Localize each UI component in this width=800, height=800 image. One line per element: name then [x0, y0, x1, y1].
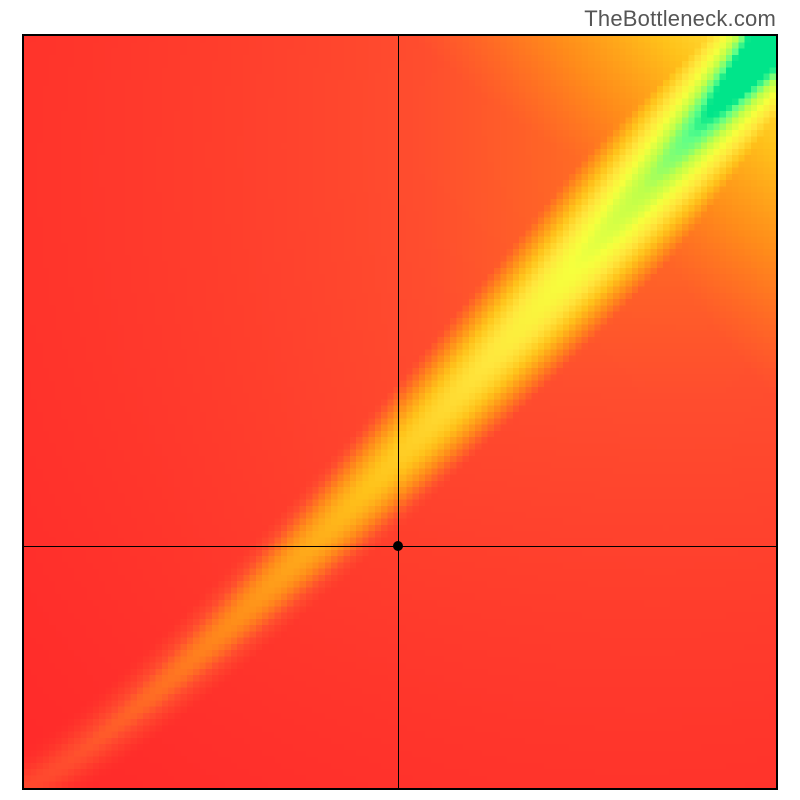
heatmap-canvas: [24, 36, 776, 788]
crosshair-vertical: [398, 36, 399, 788]
marker-dot: [393, 541, 403, 551]
heatmap-chart: [22, 34, 778, 790]
watermark-text: TheBottleneck.com: [584, 6, 776, 32]
